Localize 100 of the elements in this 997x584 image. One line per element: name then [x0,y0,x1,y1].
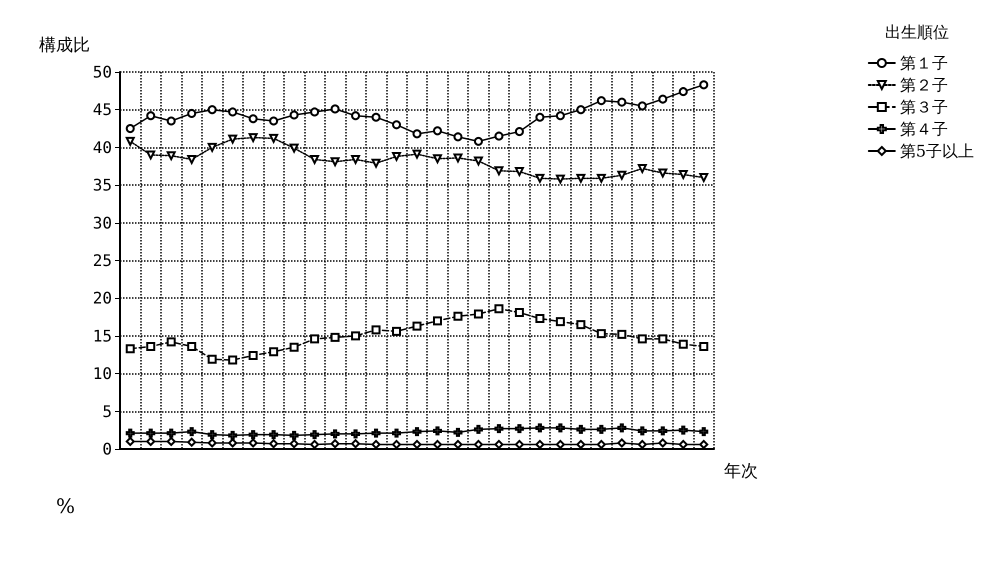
point [392,440,402,449]
point [412,427,422,436]
point [453,440,462,449]
point [576,105,586,114]
legend-label: 第４子 [900,120,948,138]
point [596,440,606,449]
point [535,314,544,324]
point [166,337,176,346]
point [658,334,668,344]
point [392,428,402,438]
point [699,440,708,449]
point [617,438,626,448]
point [126,428,135,438]
y-tick-label: 35 [92,176,112,195]
point [126,344,135,354]
point [290,144,299,153]
point [658,426,668,436]
point [187,427,196,436]
point [556,317,565,326]
point [351,331,360,340]
point [556,111,565,120]
point [617,170,626,180]
point [372,325,381,334]
point [372,112,381,122]
point [228,356,238,365]
point [412,322,422,331]
point [453,428,462,437]
legend-label: 第5子以上 [900,142,974,160]
point [372,440,381,449]
point [392,326,402,336]
point [166,116,176,126]
point [678,340,688,349]
point [596,96,606,106]
point [699,342,708,351]
point [228,430,238,440]
point [514,440,524,449]
x-axis-title: 年次 [724,462,758,482]
point [638,426,647,436]
point [678,170,688,180]
point [576,424,586,434]
point [514,424,524,434]
point [474,136,483,146]
point [658,438,668,448]
point [658,94,668,104]
point [310,107,320,116]
point [166,436,176,446]
point [146,436,156,446]
point [248,351,258,360]
point [699,80,708,90]
point [678,440,688,449]
point [617,330,626,339]
point [351,439,360,448]
point [330,332,340,342]
point [166,428,176,438]
point [187,438,196,447]
point [556,423,565,432]
point [166,151,176,160]
legend-label: 第１子 [900,54,948,72]
point [596,329,606,338]
point [576,320,586,330]
point [494,304,504,314]
point [392,120,402,130]
point [699,427,708,436]
point [514,167,524,176]
point [208,354,217,364]
point [556,174,565,184]
point [535,174,544,183]
point [412,150,422,159]
y-tick-label: 50 [92,62,112,82]
point [453,312,462,321]
legend-label: 第２子 [900,76,948,94]
point [126,124,135,134]
point [248,114,258,124]
point [556,440,565,449]
point [412,440,422,449]
point [596,424,606,434]
point [351,429,360,438]
point [576,440,586,449]
point [290,430,299,440]
point [514,308,524,318]
point [576,174,586,183]
point [126,436,135,446]
point [372,158,381,168]
legend-label: 第３子 [900,98,948,116]
point [617,98,626,107]
point [494,424,504,434]
point [678,426,688,435]
point [494,440,504,449]
y-tick-label: 15 [92,326,112,346]
point [330,157,340,166]
point [228,107,238,116]
y-tick-label: 20 [92,288,112,308]
y-tick-label: 45 [92,100,112,120]
point [269,347,278,356]
point [248,438,258,448]
point [535,440,544,449]
point [494,166,504,176]
point [146,111,156,120]
point [514,127,524,136]
point [535,423,544,432]
